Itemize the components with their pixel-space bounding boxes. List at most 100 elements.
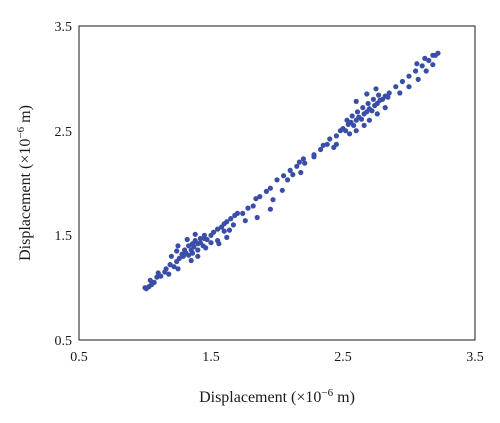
scatter-point — [253, 196, 259, 202]
x-tick-label: 3.5 — [466, 350, 484, 365]
scatter-point — [270, 197, 276, 203]
scatter-point — [422, 55, 428, 62]
scatter-point — [189, 250, 196, 256]
scatter-point — [204, 236, 210, 243]
y-tick-label: 0.5 — [55, 334, 73, 349]
scatter-point — [324, 141, 330, 147]
scatter-point — [201, 232, 207, 238]
scatter-point — [175, 243, 181, 249]
scatter-point — [351, 122, 357, 128]
scatter-point — [354, 109, 361, 115]
y-tick-label: 1.5 — [55, 229, 73, 244]
scatter-point — [154, 274, 160, 280]
scatter-point — [250, 203, 256, 209]
scatter-point — [353, 98, 359, 104]
scatter-point — [353, 128, 359, 134]
y-axis-ticks: 0.5 1.5 2.5 3.5 — [55, 20, 73, 349]
scatter-point — [349, 113, 355, 119]
scatter-point — [184, 236, 190, 243]
scatter-point — [228, 216, 234, 222]
scatter-point — [215, 226, 221, 232]
scatter-point — [397, 90, 403, 96]
scatter-point — [166, 271, 172, 277]
scatter-point — [263, 188, 269, 194]
scatter-point — [374, 111, 380, 117]
scatter-point — [386, 90, 392, 96]
scatter-point — [147, 277, 153, 283]
scatter-point — [300, 156, 306, 162]
scatter-points — [142, 50, 441, 292]
scatter-point — [234, 210, 240, 216]
x-axis-ticks: 0.5 1.5 2.5 3.5 — [70, 350, 484, 365]
scatter-point — [162, 269, 168, 275]
scatter-point — [224, 234, 230, 240]
scatter-point — [435, 50, 441, 56]
scatter-point — [195, 253, 201, 259]
scatter-point — [344, 117, 350, 123]
scatter-point — [343, 128, 349, 134]
scatter-point — [366, 117, 372, 123]
x-axis-label: Displacement (×10−6 m) — [199, 387, 355, 406]
scatter-point — [385, 94, 391, 100]
scatter-point — [267, 206, 273, 212]
scatter-point — [426, 57, 432, 64]
x-tick-label: 1.5 — [202, 350, 220, 365]
scatter-point — [382, 105, 388, 111]
scatter-point — [294, 163, 300, 169]
scatter-point — [298, 169, 304, 176]
x-tick-label: 0.5 — [70, 350, 88, 365]
scatter-point — [331, 144, 337, 150]
plot-frame — [78, 25, 476, 341]
scatter-point — [415, 76, 421, 82]
y-tick-label: 2.5 — [55, 125, 73, 140]
scatter-point — [347, 131, 353, 137]
scatter-point — [168, 253, 174, 259]
scatter-point — [318, 146, 324, 153]
scatter-point — [254, 214, 260, 221]
scatter-point — [192, 231, 198, 237]
scatter-point — [221, 228, 227, 234]
scatter-point — [430, 52, 436, 58]
scatter-point — [285, 177, 291, 183]
scatter-point — [296, 159, 302, 165]
scatter-point — [211, 229, 217, 235]
scatter-point — [179, 251, 185, 257]
scatter-point — [423, 68, 429, 74]
scatter-point — [393, 84, 399, 90]
scatter-point — [208, 240, 214, 246]
scatter-point — [274, 177, 280, 183]
scatter-point — [171, 264, 177, 270]
scatter-point — [230, 222, 236, 228]
scatter-point — [430, 62, 436, 68]
scatter-point — [186, 252, 192, 258]
scatter-point — [406, 73, 412, 79]
scatter-point — [242, 218, 248, 224]
scatter-point — [369, 108, 375, 114]
scatter-point — [240, 210, 246, 216]
x-tick-label: 2.5 — [334, 350, 352, 365]
scatter-point — [290, 172, 296, 178]
scatter-point — [182, 247, 188, 253]
scatter-point — [327, 136, 333, 142]
y-axis-label: Displacement (×10−6 m) — [15, 105, 34, 261]
scatter-point — [365, 100, 371, 107]
scatter-point — [216, 241, 222, 247]
scatter-point — [414, 61, 420, 67]
y-tick-label: 3.5 — [55, 20, 73, 35]
scatter-point — [281, 173, 287, 179]
scatter-point — [188, 257, 194, 264]
scatter-point — [174, 248, 180, 254]
scatter-point — [320, 142, 326, 148]
scatter-point — [364, 91, 370, 97]
scatter-point — [419, 63, 425, 69]
scatter-point — [333, 133, 339, 139]
scatter-point — [192, 238, 198, 244]
scatter-point — [224, 219, 230, 225]
scatter-point — [176, 255, 182, 261]
scatter-point — [287, 167, 293, 173]
scatter-point — [311, 154, 317, 160]
scatter-point — [399, 78, 405, 85]
scatter-point — [155, 270, 161, 276]
scatter-point — [257, 194, 263, 200]
